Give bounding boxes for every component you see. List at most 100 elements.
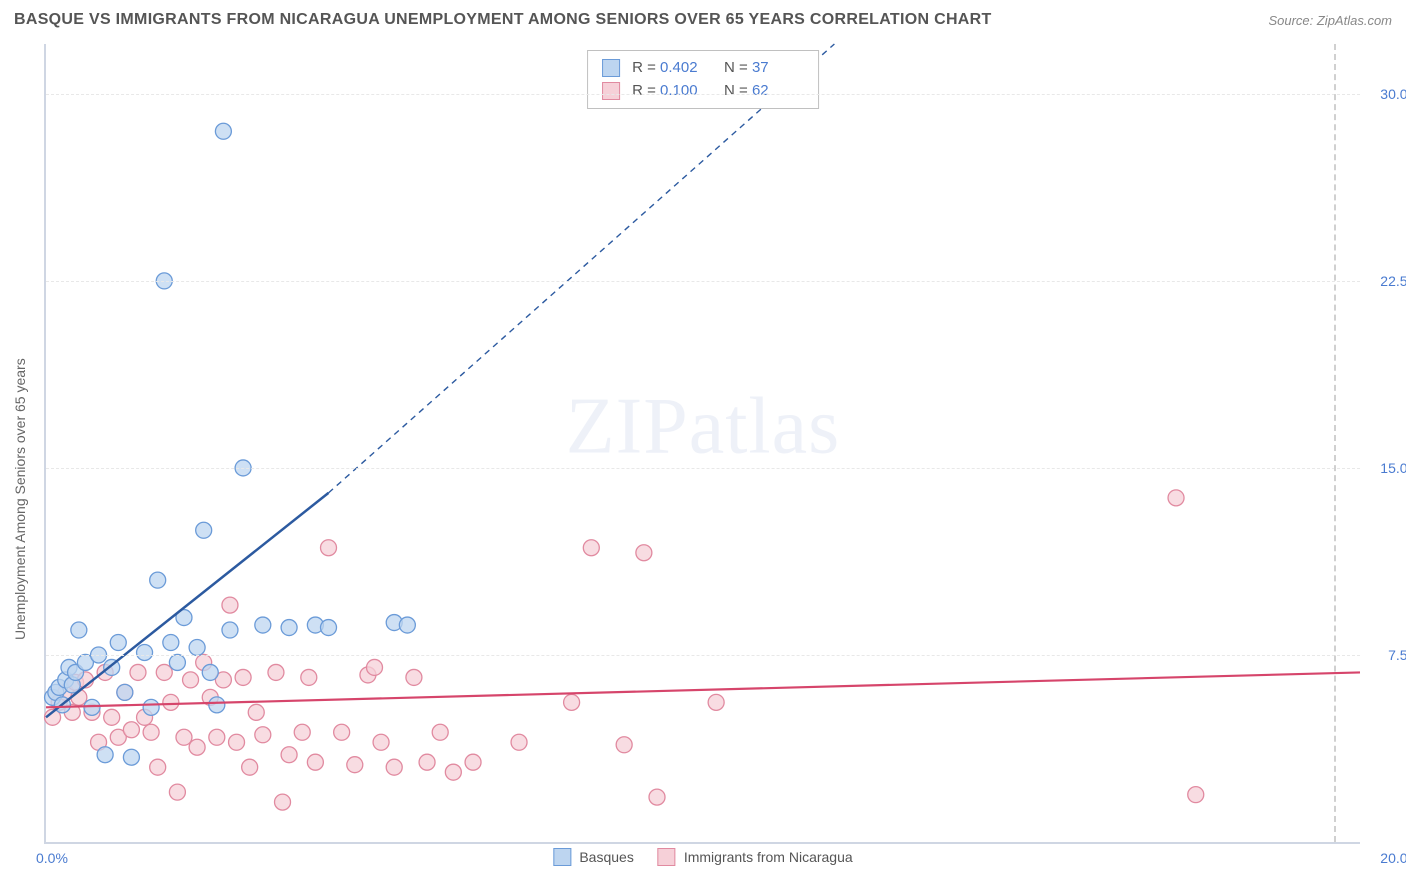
data-point	[209, 729, 225, 745]
stat-R-basques: 0.402	[660, 57, 712, 80]
data-point	[399, 617, 415, 633]
stat-R-label2: R =	[632, 82, 656, 99]
data-point	[169, 654, 185, 670]
data-point	[104, 709, 120, 725]
stat-N-label: N =	[724, 59, 748, 76]
data-point	[367, 659, 383, 675]
data-point	[616, 737, 632, 753]
data-point	[281, 620, 297, 636]
data-point	[196, 522, 212, 538]
data-point	[583, 540, 599, 556]
swatch-nicaragua	[602, 82, 620, 100]
data-point	[215, 123, 231, 139]
data-point	[1188, 787, 1204, 803]
y-tick-label: 22.5%	[1380, 273, 1406, 289]
data-point	[334, 724, 350, 740]
data-point	[347, 757, 363, 773]
data-point	[189, 639, 205, 655]
gridline-h	[46, 468, 1360, 469]
data-point	[143, 724, 159, 740]
data-point	[248, 704, 264, 720]
data-point	[229, 734, 245, 750]
data-point	[255, 727, 271, 743]
data-point	[275, 794, 291, 810]
x-tick-min: 0.0%	[36, 850, 68, 866]
gridline-h	[46, 655, 1360, 656]
stat-legend-row-1: R = 0.402 N = 37	[602, 57, 804, 80]
legend-label-basques: Basques	[579, 849, 633, 865]
data-point	[137, 644, 153, 660]
data-point	[222, 622, 238, 638]
data-point	[143, 699, 159, 715]
chart-title: BASQUE VS IMMIGRANTS FROM NICARAGUA UNEM…	[14, 11, 992, 29]
data-point	[636, 545, 652, 561]
data-point	[169, 784, 185, 800]
legend-item-nicaragua: Immigrants from Nicaragua	[658, 848, 853, 866]
stat-N-nicaragua: 62	[752, 80, 804, 103]
stat-N-label2: N =	[724, 82, 748, 99]
data-point	[294, 724, 310, 740]
data-point	[202, 664, 218, 680]
data-point	[321, 540, 337, 556]
right-edge-line	[1334, 44, 1336, 842]
data-point	[235, 669, 251, 685]
data-point	[183, 672, 199, 688]
data-point	[445, 764, 461, 780]
data-point	[419, 754, 435, 770]
y-tick-label: 7.5%	[1388, 647, 1406, 663]
title-bar: BASQUE VS IMMIGRANTS FROM NICARAGUA UNEM…	[0, 0, 1406, 40]
data-point	[163, 635, 179, 651]
data-point	[189, 739, 205, 755]
swatch-basques	[602, 59, 620, 77]
data-point	[242, 759, 258, 775]
chart-svg	[46, 44, 1360, 842]
data-point	[373, 734, 389, 750]
data-point	[117, 684, 133, 700]
data-point	[130, 664, 146, 680]
data-point	[110, 635, 126, 651]
plot-area: ZIPatlas R = 0.402 N = 37 R = 0.100 N = …	[44, 44, 1360, 844]
data-point	[71, 622, 87, 638]
stat-R-label: R =	[632, 59, 656, 76]
data-point	[301, 669, 317, 685]
swatch-basques-bottom	[553, 848, 571, 866]
data-point	[281, 747, 297, 763]
gridline-h	[46, 281, 1360, 282]
data-point	[156, 664, 172, 680]
data-point	[123, 722, 139, 738]
data-point	[163, 694, 179, 710]
data-point	[465, 754, 481, 770]
data-point	[406, 669, 422, 685]
data-point	[649, 789, 665, 805]
y-tick-label: 15.0%	[1380, 460, 1406, 476]
y-axis-label: Unemployment Among Seniors over 65 years	[12, 358, 28, 640]
data-point	[255, 617, 271, 633]
stat-legend-row-2: R = 0.100 N = 62	[602, 80, 804, 103]
data-point	[321, 620, 337, 636]
data-point	[150, 759, 166, 775]
y-tick-label: 30.0%	[1380, 86, 1406, 102]
legend-item-basques: Basques	[553, 848, 633, 866]
stat-legend: R = 0.402 N = 37 R = 0.100 N = 62	[587, 50, 819, 109]
gridline-h	[46, 94, 1360, 95]
data-point	[123, 749, 139, 765]
data-point	[386, 759, 402, 775]
x-tick-max: 20.0%	[1380, 850, 1406, 866]
data-point	[708, 694, 724, 710]
data-point	[222, 597, 238, 613]
data-point	[268, 664, 284, 680]
data-point	[564, 694, 580, 710]
data-point	[97, 747, 113, 763]
data-point	[176, 729, 192, 745]
data-point	[432, 724, 448, 740]
data-point	[307, 754, 323, 770]
data-point	[1168, 490, 1184, 506]
data-point	[209, 697, 225, 713]
legend-label-nicaragua: Immigrants from Nicaragua	[684, 849, 853, 865]
stat-N-basques: 37	[752, 57, 804, 80]
data-point	[150, 572, 166, 588]
data-point	[511, 734, 527, 750]
stat-R-nicaragua: 0.100	[660, 80, 712, 103]
swatch-nicaragua-bottom	[658, 848, 676, 866]
bottom-legend: Basques Immigrants from Nicaragua	[553, 848, 852, 866]
